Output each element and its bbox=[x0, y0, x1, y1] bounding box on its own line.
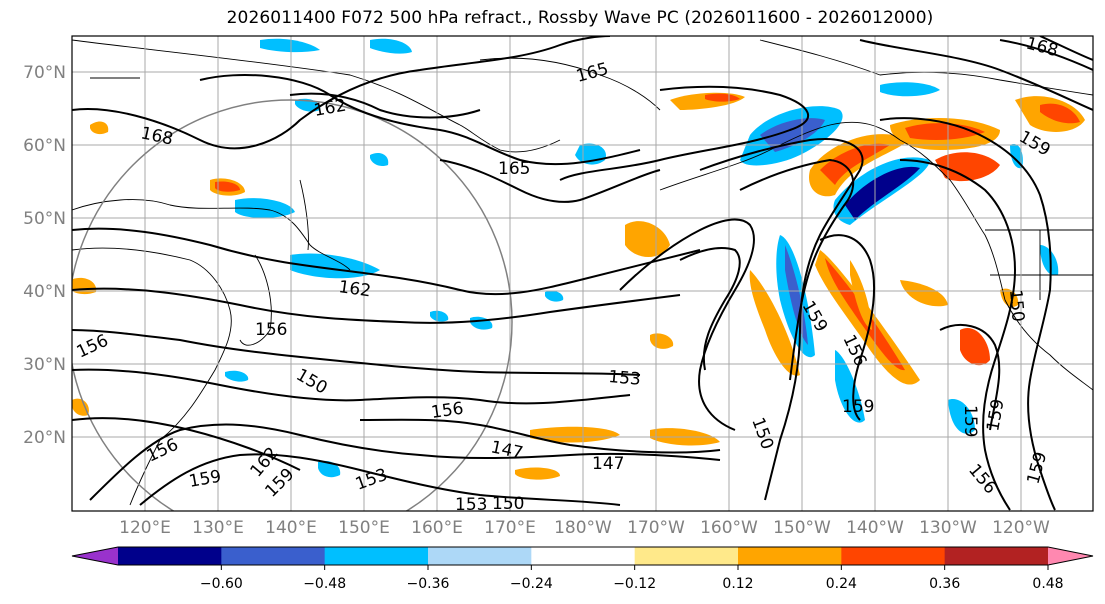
map-frame bbox=[71, 35, 1094, 512]
colorbar-tick-label: −0.36 bbox=[407, 576, 450, 592]
lat-label: 60°N bbox=[23, 136, 66, 156]
contour-label: 156 bbox=[430, 399, 465, 423]
colorbar-outline bbox=[71, 546, 1094, 566]
colorbar-segment bbox=[841, 547, 946, 565]
lon-label: 150°W bbox=[773, 518, 831, 538]
colorbar-extend-high bbox=[1048, 547, 1093, 565]
colorbar-segment bbox=[221, 547, 326, 565]
lat-label: 20°N bbox=[23, 428, 66, 448]
lat-label: 40°N bbox=[23, 282, 66, 302]
refractivity-contours bbox=[72, 36, 1093, 511]
colorbar-segment bbox=[324, 547, 429, 565]
contour-label: 165 bbox=[498, 159, 530, 179]
colorbar-segment bbox=[531, 547, 636, 565]
contour-label: 162 bbox=[337, 277, 372, 301]
contour-label: 153 bbox=[608, 367, 642, 390]
colorbar-tick-label: −0.60 bbox=[200, 576, 243, 592]
lat-label: 70°N bbox=[23, 63, 66, 83]
lon-label: 170°E bbox=[484, 518, 536, 538]
colorbar-segment bbox=[428, 547, 532, 565]
lon-label: 120°W bbox=[992, 518, 1050, 538]
colorbar-segment bbox=[118, 547, 222, 565]
longitude-labels: 120°E 130°E 140°E 150°E 160°E 170°E 180°… bbox=[119, 518, 1050, 538]
lon-label: 160°E bbox=[411, 518, 463, 538]
region-circle bbox=[72, 99, 513, 511]
latitude-labels: 70°N 60°N 50°N 40°N 30°N 20°N bbox=[23, 63, 66, 448]
contour-label: 153 bbox=[455, 495, 487, 515]
lon-label: 150°E bbox=[338, 518, 390, 538]
lon-label: 130°W bbox=[919, 518, 977, 538]
lon-label: 140°E bbox=[265, 518, 317, 538]
lon-label: 120°E bbox=[119, 518, 171, 538]
colorbar: −0.60 −0.48 −0.36 −0.24 −0.12 0.12 0.24 0.36 0.4… bbox=[71, 546, 1094, 592]
contour-label: 150 bbox=[1005, 289, 1028, 323]
lon-label: 130°E bbox=[192, 518, 244, 538]
colorbar-segment bbox=[944, 547, 1049, 565]
colorbar-tick-label: −0.12 bbox=[613, 576, 656, 592]
colorbar-tick-label: −0.24 bbox=[510, 576, 553, 592]
contour-label: 150 bbox=[492, 494, 524, 514]
coastlines bbox=[72, 39, 1093, 506]
colorbar-segment bbox=[738, 547, 842, 565]
map-title: 2026011400 F072 500 hPa refract., Rossby… bbox=[226, 8, 934, 28]
contour-label: 159 bbox=[960, 405, 980, 437]
lon-label: 170°W bbox=[627, 518, 685, 538]
contour-label: 147 bbox=[592, 454, 624, 474]
contour-labels: 168 165 162 168 165 159 162 156 156 150 … bbox=[74, 34, 1061, 515]
lon-label: 160°W bbox=[700, 518, 758, 538]
colorbar-tick-label: −0.48 bbox=[303, 576, 346, 592]
colorbar-extend-low bbox=[72, 547, 118, 565]
colorbar-tick-label: 0.24 bbox=[826, 576, 857, 592]
lon-label: 180°W bbox=[554, 518, 612, 538]
colorbar-segment bbox=[634, 547, 739, 565]
colorbar-tick-label: 0.36 bbox=[929, 576, 960, 592]
lat-label: 30°N bbox=[23, 355, 66, 375]
colorbar-tick-label: 0.48 bbox=[1032, 576, 1063, 592]
colorbar-tick-label: 0.12 bbox=[722, 576, 753, 592]
lon-label: 140°W bbox=[846, 518, 904, 538]
graticule bbox=[72, 36, 1093, 511]
lat-label: 50°N bbox=[23, 209, 66, 229]
contour-label: 159 bbox=[842, 397, 874, 417]
contour-label: 156 bbox=[255, 320, 287, 340]
